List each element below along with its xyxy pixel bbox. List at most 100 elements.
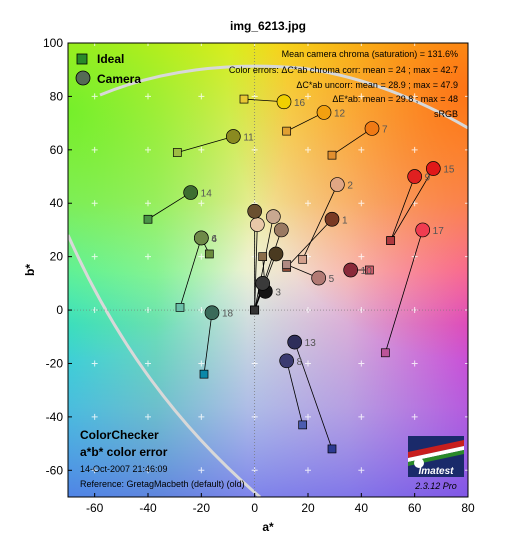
grid-mark	[145, 360, 151, 367]
grid-mark	[411, 93, 418, 100]
error-line	[390, 176, 416, 241]
x-tick-label: -60	[86, 501, 104, 515]
camera-marker	[287, 334, 303, 350]
camera-marker	[316, 105, 332, 120]
patch-label: 7	[382, 124, 388, 135]
grid-mark	[465, 467, 468, 474]
x-tick-label: -40	[139, 501, 157, 515]
patch-label: 16	[294, 98, 306, 109]
x-tick-label: 60	[408, 501, 422, 515]
grid-mark	[358, 93, 365, 100]
stats-line-4: ΔE*ab: mean = 29.8 ; max = 48	[332, 94, 458, 104]
grid-mark	[198, 253, 205, 260]
grid-mark	[305, 43, 311, 46]
grid-mark	[411, 413, 418, 420]
grid-mark	[465, 200, 468, 207]
legend-camera-label: Camera	[97, 72, 141, 86]
chart-title: img_6213.jpg	[230, 19, 306, 33]
grid-mark	[91, 467, 98, 474]
x-axis-label: a*	[262, 520, 274, 534]
camera-marker	[265, 209, 281, 224]
ideal-marker	[239, 94, 249, 104]
grid-mark	[145, 253, 151, 260]
camera-marker	[279, 353, 295, 369]
grid-mark	[91, 253, 98, 260]
gamut-boundary-bottom	[68, 234, 261, 497]
patch-label: 10	[361, 266, 373, 277]
y-axis-label: b*	[23, 264, 37, 276]
patch-label: 18	[222, 309, 234, 320]
y-tick-label: 80	[50, 89, 64, 103]
y-tick-label: 40	[50, 196, 64, 210]
logo-text: Imatest	[418, 466, 454, 477]
grid-mark	[251, 43, 258, 46]
grid-mark	[198, 146, 205, 153]
grid-mark	[411, 146, 418, 153]
grid-mark	[198, 43, 205, 46]
camera-marker	[183, 185, 199, 200]
ideal-marker	[282, 126, 292, 136]
camera-marker	[273, 222, 289, 238]
caption-reference: Reference: GretagMacbeth (default) (old)	[80, 479, 245, 489]
error-line	[147, 192, 191, 220]
stats-line-1: Mean camera chroma (saturation) = 131.6%	[282, 49, 458, 59]
grid-mark	[198, 413, 205, 420]
grid-mark	[198, 200, 205, 207]
error-line	[254, 224, 258, 311]
grid-mark	[145, 413, 151, 420]
x-tick-label: 20	[301, 501, 315, 515]
camera-marker	[247, 203, 263, 219]
grid-mark	[91, 360, 98, 367]
grid-mark	[91, 413, 98, 420]
stats-line-2: Color errors: ΔC*ab chroma corr: mean = …	[229, 65, 458, 75]
legend-camera-marker	[75, 70, 91, 86]
caption-title: ColorChecker	[80, 428, 159, 442]
y-tick-label: -20	[46, 356, 64, 370]
grid-mark	[145, 43, 151, 46]
grid-mark	[145, 467, 151, 474]
error-line	[254, 229, 282, 311]
patch-label: 15	[443, 165, 455, 176]
grid-mark	[465, 146, 468, 153]
patch-label: 5	[329, 274, 335, 285]
ideal-marker	[143, 214, 153, 224]
camera-marker	[415, 222, 431, 238]
patch-label: 8	[297, 357, 303, 368]
stats-line-3: ΔC*ab uncorr: mean = 28.9 ; max = 47.9	[296, 80, 458, 90]
error-line	[177, 136, 234, 153]
gamut-boundary-top	[99, 64, 468, 130]
imatest-logo: Imatest 2.3.12 Pro	[408, 436, 464, 491]
grid-mark	[305, 360, 311, 367]
error-line	[384, 229, 424, 353]
stats-line-5: sRGB	[434, 109, 458, 119]
grid-mark	[358, 146, 365, 153]
ideal-marker	[250, 305, 260, 315]
camera-marker	[193, 230, 209, 246]
camera-marker	[225, 129, 241, 144]
patch-label: 3	[275, 287, 281, 298]
logo-version: 2.3.12 Pro	[414, 481, 457, 491]
grid-mark	[465, 360, 468, 367]
grid-mark	[358, 43, 365, 46]
error-line	[179, 237, 202, 308]
camera-marker	[364, 121, 380, 136]
camera-marker	[311, 270, 327, 286]
y-tick-label: 100	[43, 36, 63, 50]
caption: ColorChecker a*b* color error 14-Oct-200…	[80, 428, 245, 489]
camera-marker	[343, 262, 359, 278]
ideal-marker	[282, 260, 292, 270]
grid-mark	[411, 43, 418, 46]
patch-label: 17	[433, 226, 445, 237]
grid-mark	[305, 467, 311, 474]
grid-mark	[305, 413, 311, 420]
patch-label: 12	[334, 108, 346, 119]
error-line	[302, 184, 338, 260]
ideal-marker	[258, 252, 268, 261]
x-tick-label: 80	[461, 501, 475, 515]
ideal-marker	[298, 420, 308, 430]
camera-marker	[329, 177, 345, 192]
grid-mark	[305, 93, 311, 100]
camera-marker	[268, 246, 284, 262]
camera-marker	[249, 217, 265, 232]
